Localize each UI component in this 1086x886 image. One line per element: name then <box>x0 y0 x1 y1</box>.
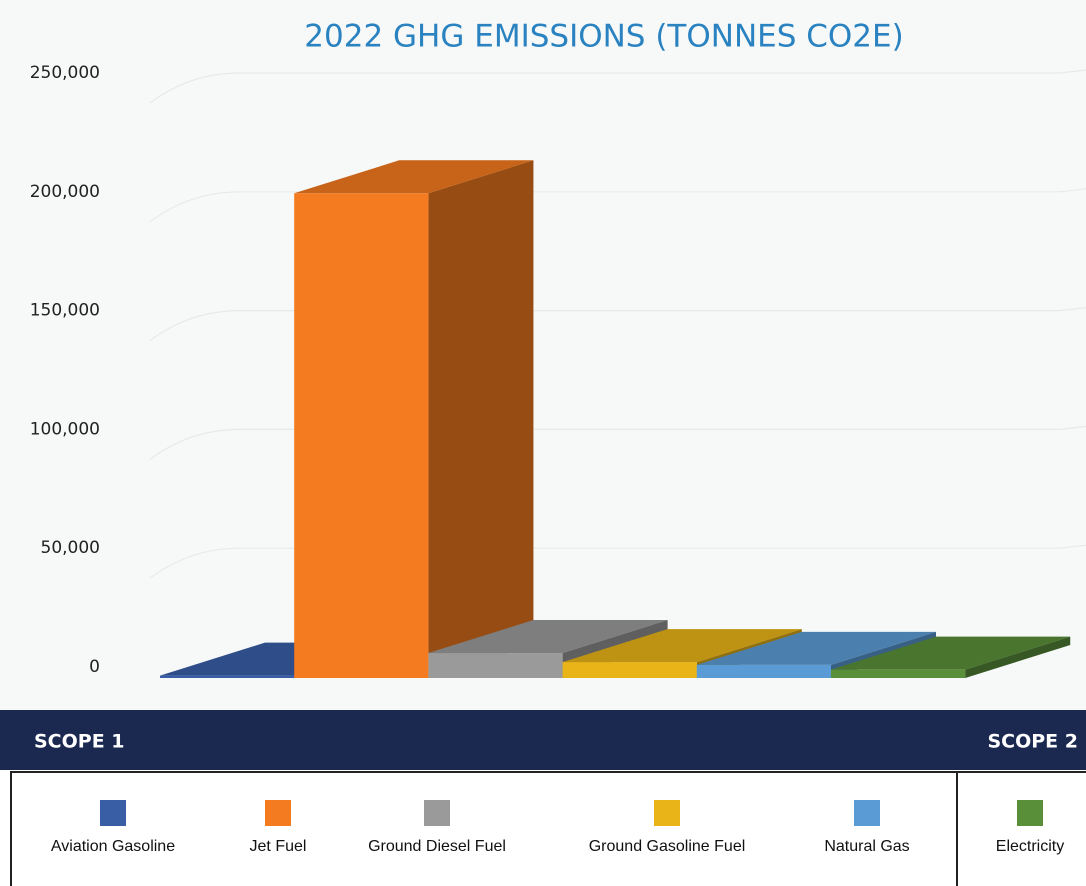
bar <box>562 662 697 678</box>
legend-swatch <box>1017 800 1043 826</box>
bar-side <box>965 636 1071 678</box>
bar-top <box>696 631 936 665</box>
bar-top-shade <box>294 160 534 194</box>
bar <box>831 669 966 678</box>
grid-line <box>149 69 1086 104</box>
bar <box>294 193 429 678</box>
bar-top <box>831 636 1071 670</box>
bar-top-shade <box>831 636 1071 670</box>
legend-swatch <box>654 800 680 826</box>
bar-side <box>428 160 534 678</box>
legend-label: Jet Fuel <box>250 838 307 855</box>
legend-swatch <box>424 800 450 826</box>
scope-label: SCOPE 1 <box>34 731 125 753</box>
legend-swatch <box>265 800 291 826</box>
grid-line <box>149 425 1086 460</box>
scope-band <box>0 710 1086 770</box>
bar-top-shade <box>428 620 668 654</box>
legend-box <box>10 771 1086 886</box>
grid-line <box>149 544 1086 579</box>
bar-top <box>428 620 668 654</box>
y-tick-label: 100,000 <box>30 419 100 439</box>
legend-swatch <box>854 800 880 826</box>
legend-label: Ground Diesel Fuel <box>368 838 506 855</box>
scope-label: SCOPE 2 <box>987 731 1078 753</box>
bar-top <box>294 160 534 194</box>
bar-side-shade <box>428 160 534 678</box>
bar-top <box>562 629 802 663</box>
bar <box>160 675 295 678</box>
chart-title: 2022 GHG EMISSIONS (TONNES CO2E) <box>304 19 903 55</box>
legend-label: Natural Gas <box>824 838 909 855</box>
legend-label: Ground Gasoline Fuel <box>589 838 746 855</box>
bar-top-shade <box>696 631 936 665</box>
y-tick-label: 200,000 <box>30 182 100 202</box>
y-tick-label: 0 <box>89 657 100 677</box>
grid-line <box>149 188 1086 223</box>
bar-side-shade <box>965 636 1071 678</box>
plot-background <box>0 0 1086 710</box>
bar <box>428 653 563 678</box>
grid-line <box>149 307 1086 342</box>
legend-label: Electricity <box>996 838 1064 855</box>
y-tick-label: 150,000 <box>30 301 100 321</box>
y-tick-label: 250,000 <box>30 63 100 83</box>
legend-label: Aviation Gasoline <box>51 838 175 855</box>
bar <box>696 664 831 678</box>
y-tick-label: 50,000 <box>41 538 100 558</box>
legend-swatch <box>100 800 126 826</box>
bar-top-shade <box>562 629 802 663</box>
